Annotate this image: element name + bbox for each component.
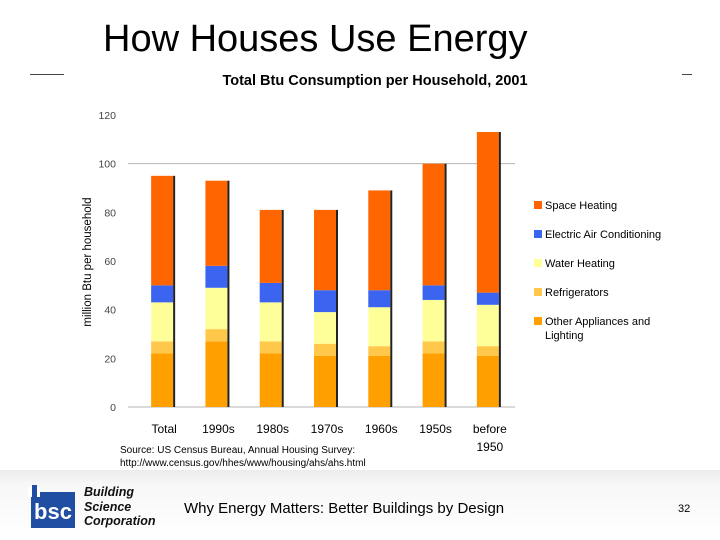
stacked-bar-chart: Total Btu Consumption per Household, 200…	[82, 73, 661, 454]
legend-swatch-0	[534, 201, 542, 209]
bar-segment-2-3	[259, 282, 282, 303]
bar-segment-5-1	[422, 341, 445, 354]
source-line-2: http://www.census.gov/hhes/www/housing/a…	[120, 458, 366, 469]
y-tick-label-3: 60	[104, 256, 116, 268]
title-rule-right	[682, 74, 692, 75]
bar-segment-6-1	[476, 346, 499, 356]
bar-segment-1-0	[205, 341, 228, 407]
bar-segment-6-0	[476, 355, 499, 407]
bar-shadow-6	[498, 132, 501, 408]
y-tick-label-6: 120	[98, 110, 116, 122]
bar-segment-1-2	[205, 287, 228, 330]
bar-segment-1-4	[205, 180, 228, 266]
legend-label-3: Refrigerators	[545, 287, 609, 299]
x-tick-label-1: 1990s	[202, 422, 235, 436]
y-tick-label-1: 20	[104, 353, 116, 365]
x-tick-label-3: 1970s	[311, 422, 344, 436]
bar-segment-4-1	[368, 346, 391, 356]
bar-segment-3-2	[314, 312, 336, 344]
bar-segment-3-0	[314, 355, 336, 407]
source-line-1: Source: US Census Bureau, Annual Housing…	[120, 445, 356, 456]
legend-swatch-3	[534, 288, 542, 296]
bar-shadow-1	[227, 180, 230, 407]
bar-segment-4-2	[368, 307, 391, 347]
bar-shadow-2	[281, 209, 284, 407]
x-tick-label-6: before	[473, 422, 507, 436]
legend-label-4-line2: Lighting	[545, 330, 584, 342]
bar-segment-6-4	[476, 132, 499, 293]
x-tick-labels: Total 1990s 1980s 1970s 1960s 1950s before 1950	[151, 422, 507, 454]
bar-segment-4-3	[368, 290, 391, 308]
bar-segment-4-0	[368, 355, 391, 407]
x-tick-label-4: 1960s	[365, 422, 398, 436]
bar-segment-5-3	[422, 285, 445, 300]
legend-swatch-2	[534, 259, 542, 267]
bsc-logo: bsc Building Science Corporation	[28, 485, 158, 533]
bsc-logo-wordmark: Building Science Corporation	[84, 485, 156, 529]
x-tick-label-2: 1980s	[256, 422, 289, 436]
legend-label-4: Other Appliances and	[545, 316, 650, 328]
bar-segment-0-4	[151, 175, 174, 286]
x-tick-label-5: 1950s	[419, 422, 452, 436]
legend-label-1: Electric Air Conditioning	[545, 229, 661, 241]
bars	[151, 132, 501, 408]
bar-segment-0-1	[151, 341, 174, 354]
bar-segment-4-4	[368, 190, 391, 291]
chart-title: Total Btu Consumption per Household, 200…	[222, 73, 527, 89]
legend-swatch-1	[534, 230, 542, 238]
bsc-logo-letters: bsc	[34, 499, 72, 524]
bar-shadow-3	[336, 209, 338, 407]
y-axis-label: million Btu per household	[82, 197, 94, 326]
bar-segment-2-2	[259, 302, 282, 342]
logo-word-science: Science	[84, 499, 132, 514]
title-rule-left	[30, 74, 64, 75]
logo-word-building: Building	[84, 485, 134, 499]
legend-label-0: Space Heating	[545, 200, 617, 212]
x-tick-label-6-line2: 1950	[477, 440, 504, 454]
bsc-logo-mark: bsc	[28, 485, 75, 528]
footer-caption: Why Energy Matters: Better Buildings by …	[184, 500, 505, 517]
bar-segment-1-1	[205, 329, 228, 342]
bar-segment-2-0	[259, 353, 282, 407]
source-note: Source: US Census Bureau, Annual Housing…	[120, 444, 366, 470]
y-tick-labels: 0 20 40 60 80 100 120	[98, 110, 116, 414]
bar-segment-3-4	[314, 209, 336, 291]
bar-shadow-4	[390, 190, 393, 407]
bar-segment-5-4	[422, 163, 445, 286]
y-tick-label-5: 100	[98, 159, 116, 171]
footer-band	[0, 470, 720, 540]
y-tick-label-4: 80	[104, 207, 116, 219]
bar-segment-0-3	[151, 285, 174, 303]
y-tick-label-2: 40	[104, 305, 116, 317]
slide-title: How Houses Use Energy	[103, 18, 528, 60]
bar-segment-3-3	[314, 290, 336, 313]
bar-segment-5-0	[422, 353, 445, 407]
bar-segment-2-4	[259, 209, 282, 283]
bar-segment-0-0	[151, 353, 174, 407]
bar-shadow-5	[444, 163, 447, 407]
bar-segment-1-3	[205, 265, 228, 288]
x-tick-label-0: Total	[151, 422, 176, 436]
logo-word-corporation: Corporation	[84, 514, 156, 528]
bar-segment-6-3	[476, 292, 499, 305]
legend-swatch-4	[534, 317, 542, 325]
bar-segment-3-1	[314, 343, 336, 356]
y-tick-label-0: 0	[110, 402, 116, 414]
legend: Space Heating Electric Air Conditioning Wa…	[534, 200, 661, 342]
page-number: 32	[678, 503, 691, 515]
legend-label-2: Water Heating	[545, 258, 615, 270]
bar-segment-5-2	[422, 299, 445, 342]
bar-shadow-0	[173, 175, 176, 407]
bar-segment-6-2	[476, 304, 499, 347]
bar-segment-2-1	[259, 341, 282, 354]
bar-segment-0-2	[151, 302, 174, 342]
